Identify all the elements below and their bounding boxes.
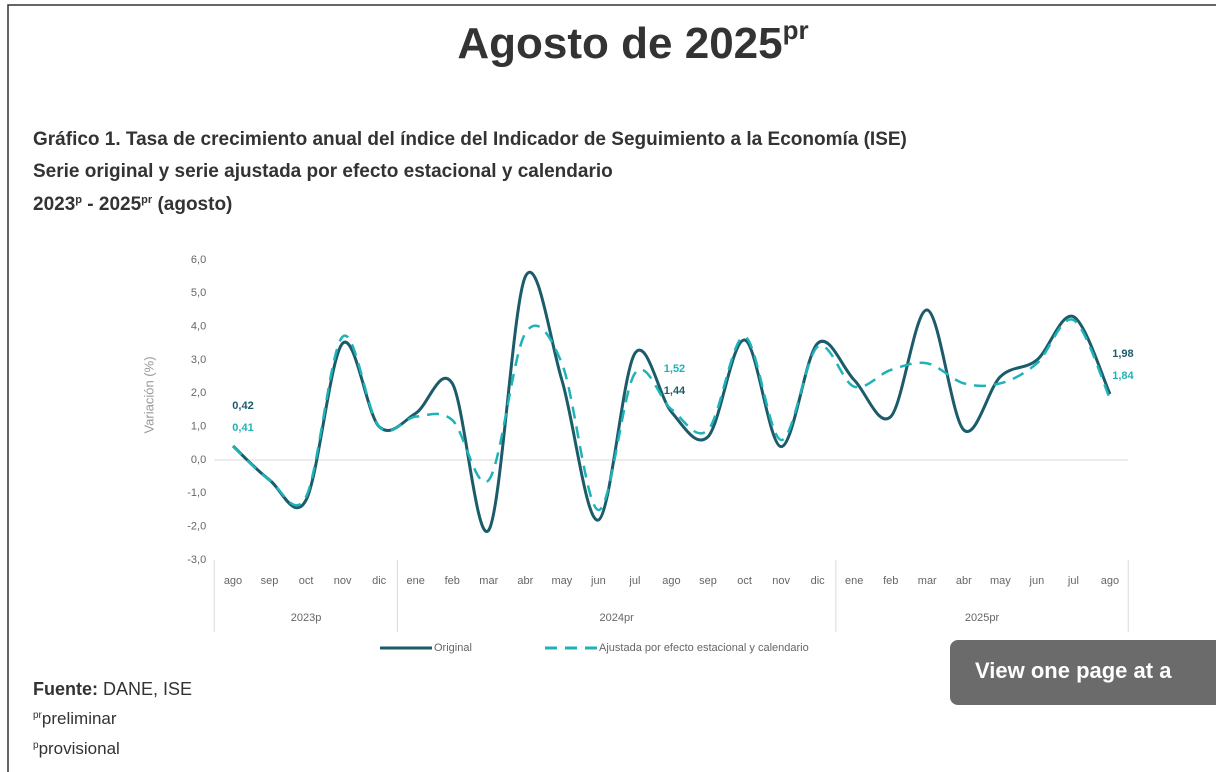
chart-heading: Serie original y serie ajustada por efec… <box>33 161 613 182</box>
y-tick-label: 2,0 <box>191 387 206 399</box>
y-tick-label: -2,0 <box>187 521 206 533</box>
heading-part: - 2025 <box>82 194 142 215</box>
frame <box>7 4 1216 772</box>
heading-part: 2023 <box>33 194 75 215</box>
data-label: 0,41 <box>232 422 253 434</box>
x-tick-label: feb <box>883 575 898 587</box>
legend-label: Ajustada por efecto estacional y calenda… <box>599 642 809 654</box>
y-tick-label: 3,0 <box>191 354 206 366</box>
overlay-button[interactable]: View one page at a <box>950 640 1216 705</box>
source-text: DANE, ISE <box>98 679 192 699</box>
data-label: 0,42 <box>232 400 253 412</box>
x-tick-label: jun <box>590 575 606 587</box>
legend-label: Original <box>434 642 472 654</box>
x-tick-label: nov <box>334 575 352 587</box>
heading-part: (agosto) <box>152 194 232 215</box>
x-tick-label: sep <box>261 575 279 587</box>
heading-sup: pr <box>141 194 153 206</box>
source: Fuente: DANE, ISE <box>33 679 192 699</box>
y-tick-label: 0,0 <box>191 454 206 466</box>
title-sup: pr <box>783 15 809 45</box>
footnote-sup: p <box>33 740 39 751</box>
x-tick-label: dic <box>811 575 826 587</box>
x-tick-label: sep <box>699 575 717 587</box>
x-tick-label: jul <box>628 575 640 587</box>
x-tick-label: abr <box>517 575 533 587</box>
x-tick-label: ago <box>1101 575 1119 587</box>
x-tick-label: ago <box>662 575 680 587</box>
series-line <box>232 318 1112 512</box>
button-label[interactable]: View one page at a <box>975 658 1172 683</box>
x-tick-label: jul <box>1067 575 1079 587</box>
series-line <box>231 271 1112 533</box>
group-label: 2025pr <box>965 612 1000 624</box>
y-tick-label: 4,0 <box>191 321 206 333</box>
y-tick-label: -1,0 <box>187 487 206 499</box>
x-tick-label: mar <box>918 575 937 587</box>
x-tick-label: oct <box>737 575 752 587</box>
data-label: 1,44 <box>664 385 686 397</box>
y-tick-label: 1,0 <box>191 421 206 433</box>
x-tick-label: dic <box>372 575 387 587</box>
heading-sup: p <box>75 194 82 206</box>
y-tick-label: 5,0 <box>191 287 206 299</box>
group-label: 2024pr <box>600 612 635 624</box>
x-tick-label: may <box>990 575 1011 587</box>
y-tick-label: -3,0 <box>187 554 206 566</box>
data-label: 1,84 <box>1112 370 1134 382</box>
x-tick-label: ene <box>407 575 425 587</box>
x-tick-label: may <box>551 575 572 587</box>
x-tick-label: mar <box>479 575 498 587</box>
page-title: Agosto de 2025pr <box>457 15 808 68</box>
x-tick-label: feb <box>445 575 460 587</box>
title-text: Agosto de 2025 <box>457 19 782 68</box>
y-tick-label: 6,0 <box>191 254 206 266</box>
footnote-sup: pr <box>33 710 43 721</box>
y-axis-label: Variación (%) <box>141 356 156 433</box>
footnote: pprovisional <box>33 739 120 758</box>
footnote-text: provisional <box>39 739 120 758</box>
chart-heading: Gráfico 1. Tasa de crecimiento anual del… <box>33 129 907 150</box>
button-bg[interactable] <box>950 640 1216 705</box>
x-tick-label: abr <box>956 575 972 587</box>
chart-heading: 2023p - 2025pr (agosto) <box>33 194 232 215</box>
footnote-text: preliminar <box>42 709 117 728</box>
data-label: 1,98 <box>1112 348 1133 360</box>
x-tick-label: ago <box>224 575 242 587</box>
source-label: Fuente: <box>33 679 98 699</box>
x-tick-label: oct <box>299 575 314 587</box>
data-label: 1,52 <box>664 363 685 375</box>
group-label: 2023p <box>291 612 322 624</box>
footnote: prpreliminar <box>33 709 117 728</box>
x-tick-label: ene <box>845 575 863 587</box>
x-tick-label: jun <box>1029 575 1045 587</box>
x-tick-label: nov <box>772 575 790 587</box>
